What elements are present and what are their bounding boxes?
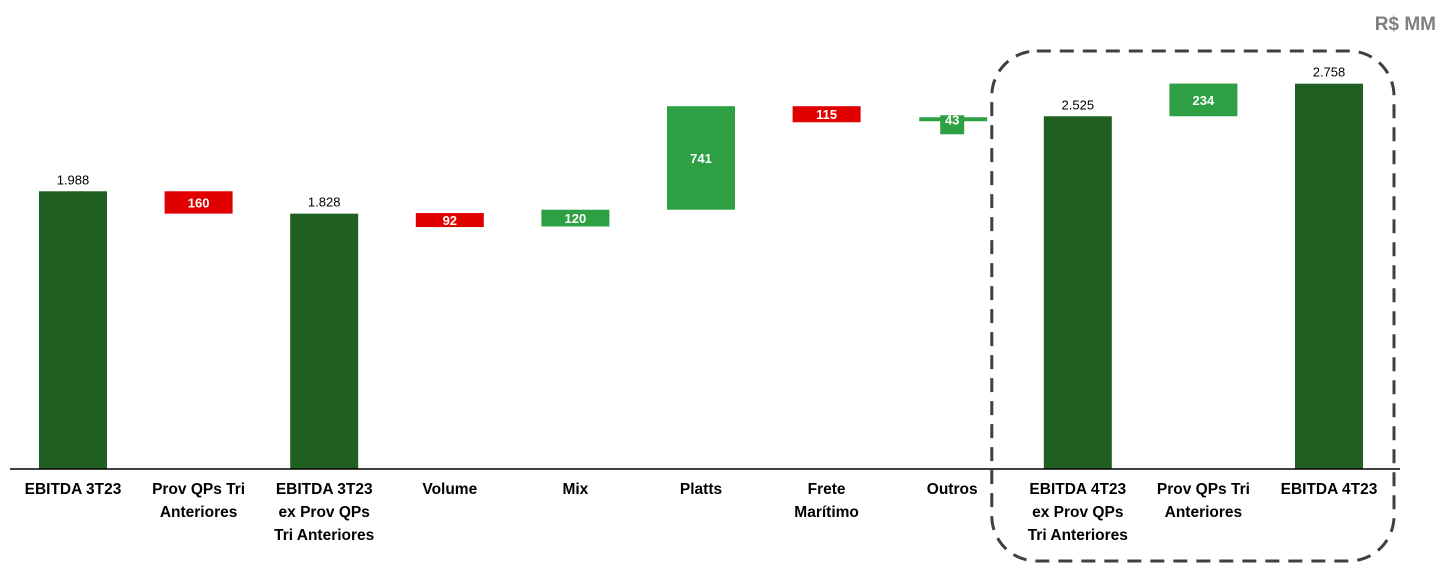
bar-value-label: 92 <box>443 213 457 228</box>
category-label: Platts <box>680 481 722 498</box>
category-label: Mix <box>562 481 588 498</box>
bar <box>792 106 861 123</box>
category-label: Volume <box>422 481 477 498</box>
bar <box>940 115 965 135</box>
bar-value-label: 1.988 <box>57 172 90 187</box>
bar-value-label: 115 <box>816 107 837 122</box>
category-label: EBITDA 4T23 <box>1281 481 1378 498</box>
bar-value-label: 2.758 <box>1313 65 1346 80</box>
unit-label: R$ MM <box>1374 14 1436 35</box>
bar-group-9: 2.525 EBITDA 4T23 ex Prov QPs Tri Anteriore… <box>1028 97 1128 544</box>
bar-group-3: 1.828 EBITDA 3T23 ex Prov QPs Tri Anteriore… <box>274 195 374 544</box>
bar <box>164 191 233 214</box>
bar <box>667 106 735 210</box>
bar-group-4: 92 Volume <box>415 213 484 498</box>
bar-group-2: 160 Prov QPs Tri Anteriores <box>152 191 245 521</box>
category-label: Frete Marítimo <box>794 481 859 521</box>
category-label: EBITDA 3T23 <box>25 481 122 498</box>
bar-value-label: 120 <box>565 211 587 226</box>
bar-value-label: 741 <box>690 151 712 166</box>
bar-group-1: 1.988 EBITDA 3T23 <box>25 172 122 498</box>
bar-group-7: 115 Frete Marítimo <box>792 106 861 521</box>
bar-value-label: 160 <box>188 195 210 210</box>
bar <box>541 209 610 227</box>
category-label: EBITDA 4T23 ex Prov QPs Tri Anteriores <box>1028 481 1128 544</box>
category-label: EBITDA 3T23 ex Prov QPs Tri Anteriores <box>274 481 374 544</box>
bar-group-5: 120 Mix <box>541 209 610 498</box>
bar <box>415 213 484 228</box>
bar-value-label: 234 <box>1193 93 1215 108</box>
bar-value-label: 43 <box>945 112 959 127</box>
bar-group-8: 43 Outros <box>919 112 988 498</box>
bar <box>39 191 107 469</box>
bar <box>1169 83 1238 117</box>
bar-group-6: 741 Platts <box>667 106 735 498</box>
category-label: Outros <box>927 481 978 498</box>
bar <box>290 213 359 469</box>
bar-value-label: 2.525 <box>1062 97 1095 112</box>
bar <box>1295 83 1363 469</box>
bar-group-10: 234 Prov QPs Tri Anteriores <box>1157 83 1250 521</box>
bar <box>1043 116 1112 469</box>
bar-group-11: 2.758 EBITDA 4T23 <box>1281 65 1378 498</box>
category-label: Prov QPs Tri Anteriores <box>152 481 245 521</box>
category-label: Prov QPs Tri Anteriores <box>1157 481 1250 521</box>
bar-value-label: 1.828 <box>308 195 341 210</box>
